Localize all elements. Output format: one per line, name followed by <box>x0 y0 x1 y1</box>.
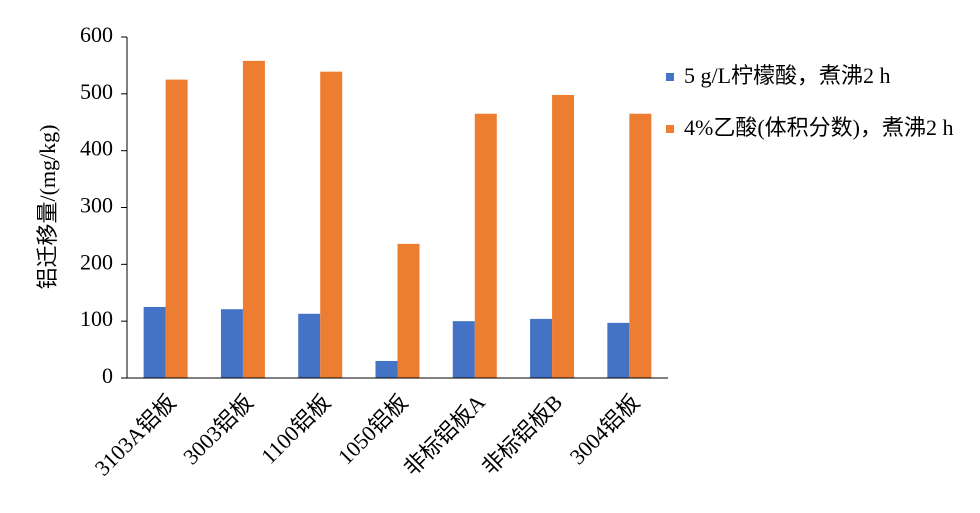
bar <box>320 71 343 378</box>
y-axis-label: 铝迁移量/(mg/kg) <box>35 125 60 290</box>
y-tick-label: 200 <box>80 249 113 274</box>
bar <box>452 321 475 378</box>
bar <box>242 60 265 379</box>
legend-item: 4%乙酸(体积分数)，煮沸2 h <box>666 116 956 140</box>
x-tick-label: 1100铝板 <box>256 389 335 468</box>
y-tick-label: 600 <box>80 22 113 47</box>
x-tick-label: 1050铝板 <box>333 389 413 469</box>
legend: 5 g/L柠檬酸，煮沸2 h 4%乙酸(体积分数)，煮沸2 h <box>666 64 956 168</box>
bar <box>143 306 166 378</box>
bar <box>474 113 497 378</box>
bar <box>397 243 420 378</box>
x-tick-label: 3003铝板 <box>178 389 258 469</box>
y-tick-label: 100 <box>80 306 113 331</box>
bar <box>220 309 243 378</box>
x-tick-label: 3103A铝板 <box>90 389 181 480</box>
y-tick-label: 400 <box>80 136 113 161</box>
bar <box>530 318 553 378</box>
x-tick-label: 非标铝板B <box>477 389 567 479</box>
legend-label: 4%乙酸(体积分数)，煮沸2 h <box>684 115 954 140</box>
x-tick-label: 非标铝板A <box>399 389 490 480</box>
bar <box>552 94 575 378</box>
y-tick-label: 500 <box>80 79 113 104</box>
y-tick-label: 0 <box>102 363 113 388</box>
legend-swatch <box>666 73 674 81</box>
bar <box>607 322 630 378</box>
bar <box>629 113 652 378</box>
bar <box>165 79 188 378</box>
y-tick-label: 300 <box>80 193 113 218</box>
legend-label: 5 g/L柠檬酸，煮沸2 h <box>684 63 891 88</box>
x-tick-label: 3004铝板 <box>565 389 645 469</box>
legend-item: 5 g/L柠檬酸，煮沸2 h <box>666 64 956 88</box>
bar <box>375 360 398 378</box>
bar <box>298 313 321 378</box>
legend-swatch <box>666 125 674 133</box>
